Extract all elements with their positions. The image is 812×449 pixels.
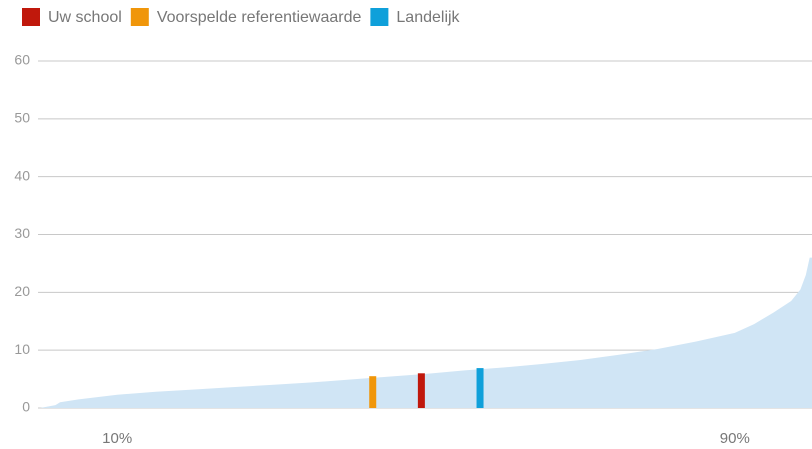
x-tick-label: 10% (102, 430, 132, 447)
highlight-bar (417, 373, 425, 408)
legend-label: Uw school (48, 9, 122, 26)
y-tick-label: 10 (14, 341, 30, 357)
distribution-area (40, 257, 812, 408)
y-tick-label: 50 (14, 110, 30, 126)
legend-label: Voorspelde referentiewaarde (157, 9, 362, 26)
legend-swatch (370, 8, 389, 26)
legend-label: Landelijk (396, 9, 460, 26)
x-tick-label: 90% (720, 430, 750, 447)
legend-swatch (130, 8, 149, 26)
y-tick-label: 60 (14, 52, 30, 68)
y-tick-label: 40 (14, 167, 30, 183)
highlight-bar (476, 368, 484, 408)
highlight-bar (369, 376, 377, 408)
y-tick-label: 20 (14, 283, 30, 299)
legend-swatch (22, 8, 40, 26)
y-tick-label: 30 (14, 225, 30, 241)
y-tick-label: 0 (22, 399, 30, 415)
